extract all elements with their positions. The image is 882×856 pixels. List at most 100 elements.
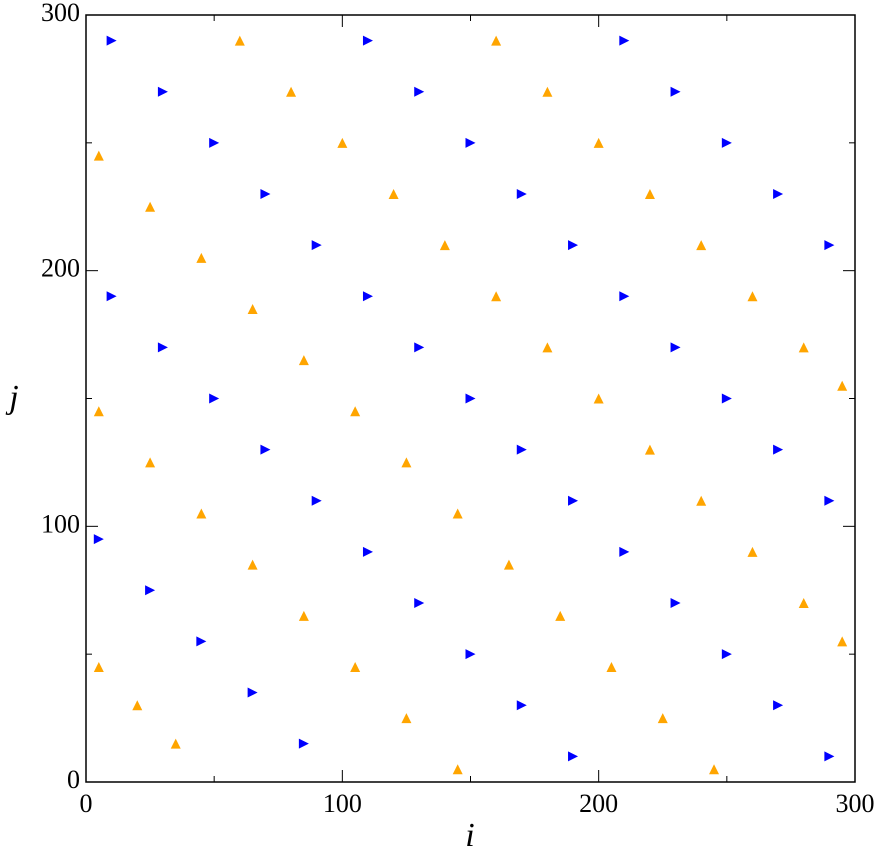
point <box>657 713 668 724</box>
point <box>503 559 514 570</box>
point <box>157 86 168 97</box>
point <box>196 508 207 519</box>
y-tick-label: 200 <box>41 254 80 283</box>
point <box>837 380 848 391</box>
point <box>196 636 207 647</box>
point <box>106 35 117 46</box>
point <box>670 598 681 609</box>
point <box>568 751 579 762</box>
point <box>298 610 309 621</box>
y-tick-label: 0 <box>67 765 80 794</box>
point <box>747 291 758 302</box>
point <box>568 495 579 506</box>
point <box>439 240 450 251</box>
x-tick-label: 0 <box>80 789 93 818</box>
x-tick-label: 300 <box>836 789 875 818</box>
point <box>247 687 258 698</box>
point <box>452 764 463 775</box>
x-tick-label: 200 <box>579 789 618 818</box>
point <box>209 137 220 148</box>
point <box>106 291 117 302</box>
y-tick-label: 300 <box>41 0 80 27</box>
point <box>350 661 361 672</box>
point <box>362 35 373 46</box>
point <box>837 636 848 647</box>
point <box>555 610 566 621</box>
point <box>773 444 784 455</box>
point <box>696 240 707 251</box>
point <box>824 495 835 506</box>
point <box>311 495 322 506</box>
point <box>234 35 245 46</box>
point <box>516 188 527 199</box>
point <box>491 35 502 46</box>
point <box>593 393 604 404</box>
point <box>145 457 156 468</box>
point <box>516 700 527 711</box>
point <box>721 649 732 660</box>
point <box>798 342 809 353</box>
point <box>721 393 732 404</box>
point <box>93 406 104 417</box>
point <box>362 546 373 557</box>
point <box>542 342 553 353</box>
point <box>298 355 309 366</box>
point <box>568 240 579 251</box>
point <box>542 86 553 97</box>
point <box>247 304 258 315</box>
point <box>93 534 104 545</box>
point <box>414 86 425 97</box>
point <box>619 546 630 557</box>
point <box>311 240 322 251</box>
point <box>298 738 309 749</box>
point <box>132 700 143 711</box>
point <box>593 137 604 148</box>
point <box>401 457 412 468</box>
point <box>709 764 720 775</box>
point <box>619 291 630 302</box>
point <box>798 598 809 609</box>
point <box>196 252 207 263</box>
point <box>414 598 425 609</box>
point <box>337 137 348 148</box>
point <box>670 86 681 97</box>
point <box>93 661 104 672</box>
point <box>670 342 681 353</box>
point <box>644 188 655 199</box>
point <box>286 86 297 97</box>
point <box>157 342 168 353</box>
point <box>516 444 527 455</box>
x-tick-label: 100 <box>323 789 362 818</box>
point <box>145 201 156 212</box>
x-axis-label: i <box>465 817 474 854</box>
point <box>93 150 104 161</box>
y-tick-label: 100 <box>41 509 80 538</box>
point <box>350 406 361 417</box>
point <box>362 291 373 302</box>
point <box>145 585 156 596</box>
point <box>247 559 258 570</box>
y-axis-label: j <box>5 379 18 416</box>
point <box>824 751 835 762</box>
point <box>452 508 463 519</box>
point <box>606 661 617 672</box>
point <box>824 240 835 251</box>
point <box>401 713 412 724</box>
point <box>414 342 425 353</box>
point <box>170 738 181 749</box>
point <box>644 444 655 455</box>
point <box>619 35 630 46</box>
point <box>465 649 476 660</box>
point <box>260 188 271 199</box>
point <box>465 137 476 148</box>
point <box>388 188 399 199</box>
point <box>747 546 758 557</box>
point <box>773 188 784 199</box>
point <box>721 137 732 148</box>
point <box>209 393 220 404</box>
point <box>491 291 502 302</box>
point <box>465 393 476 404</box>
point <box>773 700 784 711</box>
point <box>696 495 707 506</box>
